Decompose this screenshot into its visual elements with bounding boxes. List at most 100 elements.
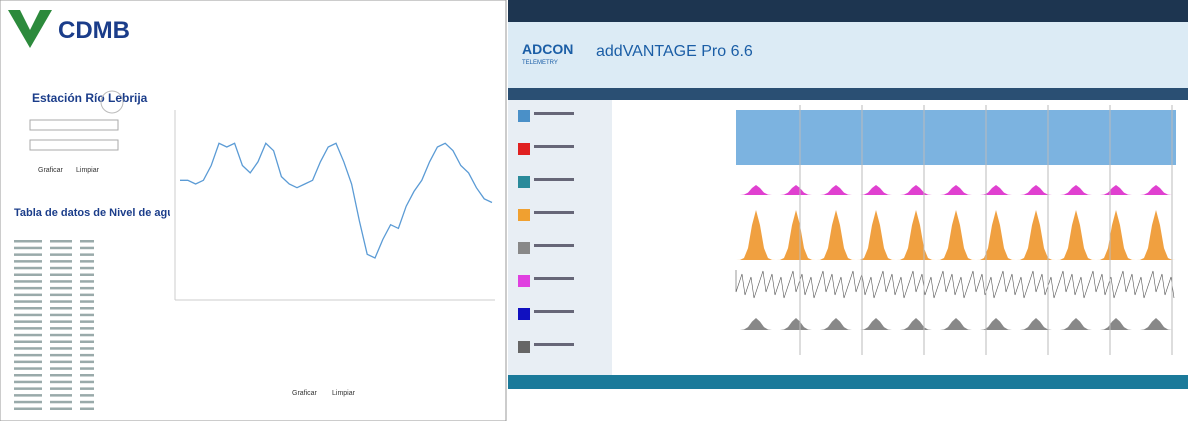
- logo-mark: [8, 10, 52, 48]
- area-plot: [736, 185, 1176, 195]
- station-title: Estación Río Lebrija: [32, 91, 148, 105]
- button[interactable]: Graficar: [38, 167, 64, 174]
- button[interactable]: Graficar: [292, 390, 318, 397]
- cell-text: [80, 293, 94, 297]
- cell-text: [50, 280, 72, 283]
- cell-text: [80, 246, 94, 250]
- cell-text: [50, 374, 72, 377]
- cell-text: [80, 253, 94, 256]
- cell-text: [80, 380, 94, 384]
- cell-text: [14, 253, 42, 256]
- spinner: [100, 90, 124, 114]
- cell-text: [80, 266, 94, 270]
- cell-text: [14, 353, 42, 357]
- logo-text: CDMB: [58, 17, 130, 44]
- item-swatch: [518, 110, 530, 122]
- cell-text: [50, 340, 72, 343]
- cell-text: [80, 374, 94, 377]
- cell-text: [50, 387, 72, 390]
- cell-text: [14, 387, 42, 390]
- item-text: [534, 310, 574, 313]
- table-title: Tabla de datos de Nivel de agua (m): [14, 207, 201, 219]
- cell-text: [80, 360, 94, 364]
- item-swatch: [518, 242, 530, 254]
- toolbar: [508, 88, 1188, 100]
- cell-text: [80, 333, 94, 337]
- item-swatch: [518, 308, 530, 320]
- cell-text: [14, 340, 42, 343]
- cell-text: [80, 240, 94, 243]
- cell-text: [14, 307, 42, 310]
- cell-text: [14, 246, 42, 250]
- cell-text: [80, 280, 94, 283]
- cell-text: [80, 353, 94, 357]
- window-titlebar: [508, 0, 1188, 22]
- footer: [508, 389, 1188, 421]
- app-header: [508, 22, 1188, 88]
- cell-text: [50, 327, 72, 330]
- cell-text: [14, 260, 42, 263]
- cell-text: [50, 333, 72, 337]
- cell-text: [50, 260, 72, 263]
- cell-text: [50, 360, 72, 364]
- cell-text: [80, 347, 94, 350]
- table-rows: [14, 240, 94, 410]
- cell-text: [14, 374, 42, 377]
- cell-text: [50, 347, 72, 350]
- cell-text: [50, 353, 72, 357]
- cell-text: [14, 313, 42, 317]
- item-swatch: [518, 275, 530, 287]
- cell-text: [50, 380, 72, 384]
- item-swatch: [518, 341, 530, 353]
- cell-text: [14, 327, 42, 330]
- item-swatch: [518, 209, 530, 221]
- cell-text: [50, 253, 72, 256]
- cell-text: [80, 273, 94, 276]
- brand-sub: TELEMETRY: [522, 60, 558, 66]
- cell-text: [80, 407, 94, 410]
- cell-text: [50, 293, 72, 297]
- item-swatch: [518, 176, 530, 188]
- plots: [735, 105, 1176, 355]
- item-text: [534, 211, 574, 214]
- cell-text: [80, 313, 94, 317]
- item-text: [534, 145, 574, 148]
- cell-text: [14, 394, 42, 397]
- cell-text: [80, 307, 94, 310]
- date-input[interactable]: [29, 119, 119, 131]
- area-plot: [736, 318, 1176, 330]
- cell-text: [14, 360, 42, 364]
- item-swatch: [518, 143, 530, 155]
- cell-text: [80, 367, 94, 370]
- item-text: [534, 343, 574, 346]
- product: addVANTAGE Pro 6.6: [596, 43, 753, 60]
- cell-text: [14, 266, 42, 270]
- date-input[interactable]: [29, 139, 119, 151]
- button[interactable]: Limpiar: [76, 167, 100, 174]
- band: [736, 110, 1176, 165]
- cell-text: [50, 240, 72, 243]
- cell-text: [80, 400, 94, 404]
- button[interactable]: Limpiar: [332, 390, 356, 397]
- cell-text: [50, 394, 72, 397]
- area-plot: [736, 210, 1176, 260]
- item-text: [534, 178, 574, 181]
- cell-text: [50, 367, 72, 370]
- cell-text: [50, 273, 72, 276]
- brand: ADCON: [522, 41, 573, 57]
- cell-text: [14, 400, 42, 404]
- cell-text: [50, 407, 72, 410]
- cell-text: [14, 300, 42, 303]
- cell-text: [80, 320, 94, 323]
- cell-text: [50, 320, 72, 323]
- cell-text: [80, 394, 94, 397]
- cell-text: [80, 300, 94, 303]
- item-text: [534, 277, 574, 280]
- cell-text: [14, 347, 42, 350]
- cell-text: [14, 367, 42, 370]
- cell-text: [14, 380, 42, 384]
- item-text: [534, 112, 574, 115]
- cell-text: [80, 260, 94, 263]
- cell-text: [14, 407, 42, 410]
